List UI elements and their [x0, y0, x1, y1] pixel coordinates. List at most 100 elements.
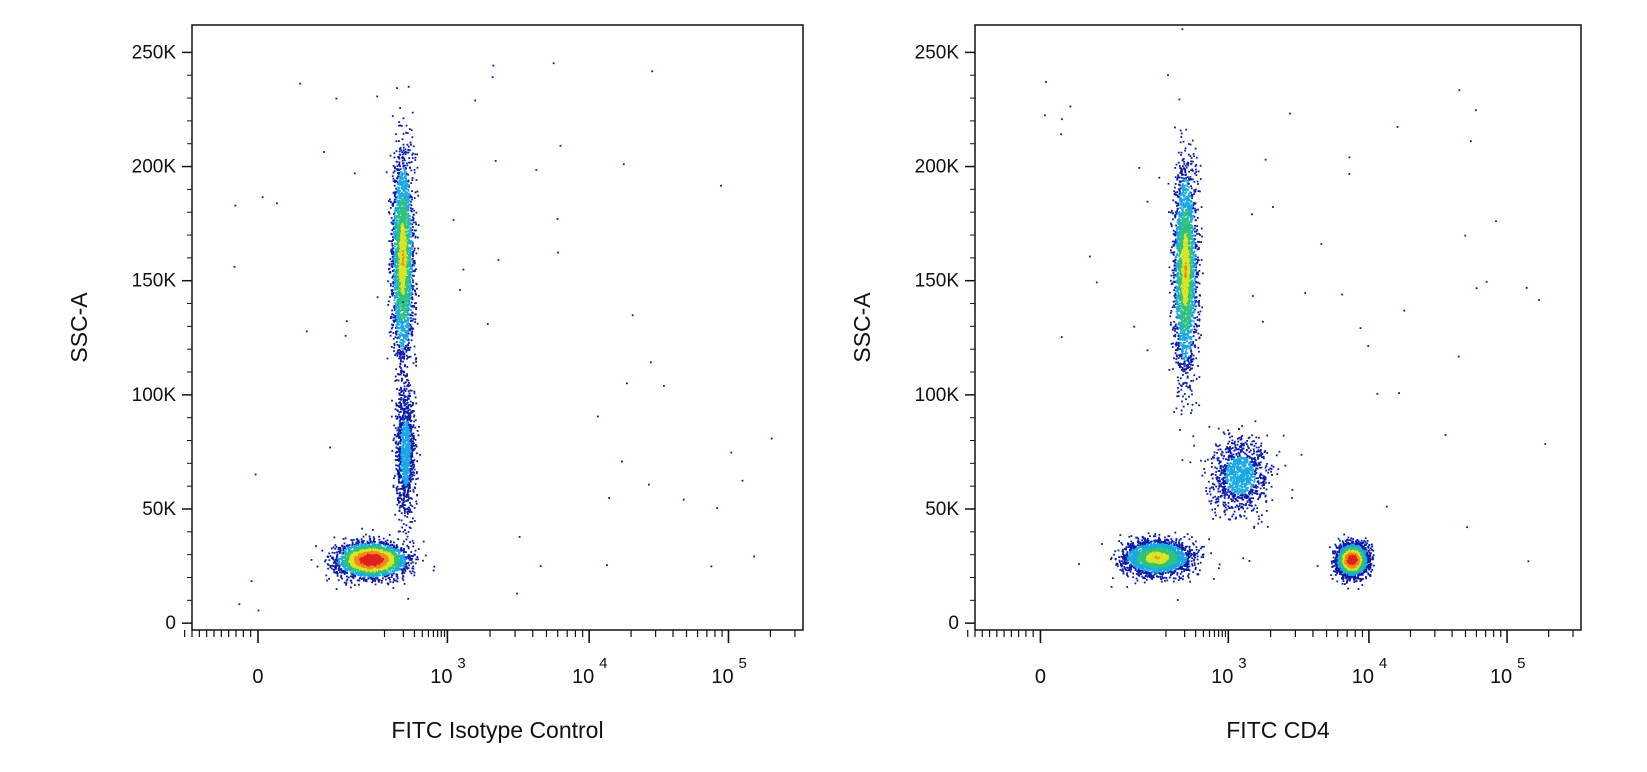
event-dot: [346, 555, 349, 558]
event-dot: [360, 565, 363, 567]
event-dot: [402, 554, 404, 557]
event-dot: [362, 574, 365, 576]
event-dot: [393, 541, 395, 544]
event-dot: [384, 554, 386, 557]
event-dot: [396, 564, 399, 567]
event-dot: [377, 550, 380, 553]
event-dot: [347, 562, 350, 565]
event-dot: [328, 559, 331, 561]
event-dot: [353, 551, 356, 554]
event-dot: [360, 575, 362, 577]
event-dot: [396, 567, 399, 569]
event-dot: [402, 557, 405, 560]
event-dot: [412, 567, 415, 570]
event-dot: [387, 567, 390, 570]
event-dot: [405, 124, 408, 127]
event-dot: [400, 343, 403, 345]
event-dot: [412, 542, 415, 544]
event-dot: [384, 547, 387, 550]
event-dot: [385, 543, 387, 546]
event-dot: [364, 568, 367, 571]
event-dot: [362, 577, 365, 579]
event-dot: [432, 569, 435, 572]
event-dot: [389, 568, 392, 571]
event-dot: [349, 568, 352, 571]
event-dot: [352, 559, 355, 561]
event-dot: [341, 564, 344, 567]
event-dot: [381, 551, 384, 554]
event-dot: [379, 545, 381, 548]
event-dot: [412, 318, 415, 320]
event-dot: [367, 577, 370, 580]
event-dot: [417, 224, 420, 226]
event-dot: [382, 574, 385, 577]
event-dot: [415, 223, 417, 226]
event-dot: [412, 545, 415, 548]
event-dot: [414, 236, 417, 239]
event-dot: [365, 533, 367, 536]
event-dot: [410, 182, 412, 184]
event-dot: [387, 561, 390, 564]
event-dot: [389, 570, 392, 573]
event-dot: [376, 296, 379, 299]
event-dot: [414, 191, 417, 194]
event-dot: [389, 565, 392, 567]
event-dot: [349, 565, 352, 568]
event-dot: [377, 579, 380, 581]
event-dot: [402, 565, 405, 568]
event-dot: [381, 547, 384, 549]
event-dot: [388, 558, 391, 561]
event-dot: [344, 557, 347, 559]
event-dot: [411, 216, 414, 219]
event-dot: [374, 583, 377, 586]
event-dot: [385, 575, 388, 578]
event-dot: [389, 561, 391, 564]
event-dot: [352, 566, 355, 568]
event-dot: [346, 559, 349, 561]
event-dot: [391, 175, 394, 178]
event-dot: [391, 557, 393, 560]
event-dot: [349, 546, 352, 549]
event-dot: [361, 561, 364, 564]
event-dot: [417, 548, 420, 550]
event-dot: [410, 555, 413, 557]
event-dot: [392, 337, 395, 340]
event-dot: [363, 540, 365, 542]
event-dot: [326, 579, 328, 582]
event-dot: [348, 562, 350, 565]
event-dot: [337, 579, 340, 582]
event-dot: [362, 535, 365, 538]
event-dot: [389, 581, 392, 583]
event-dot: [347, 576, 350, 579]
event-dot: [343, 542, 346, 545]
event-dot: [346, 563, 349, 566]
event-dot: [336, 575, 339, 577]
event-dot: [364, 547, 367, 550]
event-dot: [414, 549, 417, 552]
event-dot: [370, 570, 373, 573]
event-dot: [399, 107, 401, 109]
event-dot: [385, 558, 388, 561]
event-dot: [398, 552, 400, 555]
event-dot: [379, 559, 381, 562]
event-dot: [389, 284, 392, 287]
event-dot: [398, 349, 401, 351]
event-dot: [387, 547, 390, 550]
event-dot: [388, 576, 391, 579]
event-dot: [403, 567, 405, 570]
event-dot: [380, 546, 383, 549]
event-dot: [355, 546, 358, 549]
event-dot: [396, 576, 399, 579]
event-dot: [387, 577, 390, 579]
event-dot: [328, 552, 331, 555]
event-dot: [374, 566, 377, 569]
event-dot: [378, 547, 381, 550]
event-dot: [357, 569, 359, 571]
event-dot: [352, 554, 355, 557]
event-dot: [346, 566, 349, 569]
event-dot: [382, 564, 384, 566]
event-dot: [338, 561, 341, 563]
event-dot: [343, 545, 346, 548]
event-dot: [345, 553, 347, 556]
